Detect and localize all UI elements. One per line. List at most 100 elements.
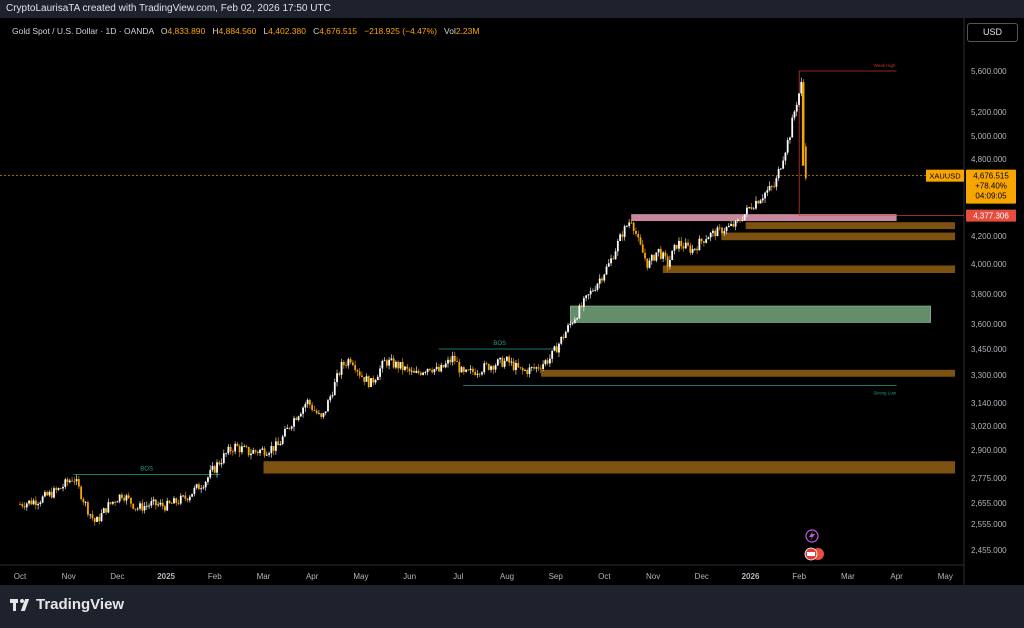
candle-body (143, 506, 146, 511)
candle (657, 248, 660, 257)
x-tick-label: Nov (646, 572, 660, 581)
tradingview-logo[interactable]: TradingView (10, 596, 124, 613)
candle-body (227, 446, 230, 454)
candle (395, 360, 397, 370)
symbol-tag-bg (926, 169, 964, 182)
candle-body (231, 451, 234, 453)
price-chart[interactable]: BOS BOS Strong Low Weak High 2,455.000 2,555… (0, 18, 1024, 585)
candle (66, 477, 69, 486)
candle (252, 447, 255, 454)
candle (782, 156, 785, 170)
candle (528, 363, 531, 378)
candle-body (274, 441, 277, 451)
candle (125, 493, 128, 505)
candle-body (743, 214, 746, 221)
demand-zone-2 (721, 232, 956, 241)
candle-body (41, 496, 44, 503)
candle (293, 415, 295, 432)
x-tick-label: Nov (62, 572, 76, 581)
candle-body (145, 505, 148, 507)
candle-body (748, 207, 751, 208)
candle-body (247, 446, 250, 456)
chart-frame[interactable]: BOS BOS Strong Low Weak High 2,455.000 2,555… (0, 18, 1024, 585)
candle (150, 497, 153, 509)
candle (553, 345, 556, 352)
candle-body (123, 497, 126, 501)
candle (587, 294, 590, 300)
candle (324, 411, 327, 416)
candle (533, 363, 535, 371)
symbol-legend[interactable]: Gold Spot / U.S. Dollar · 1D · OANDA O4,… (12, 26, 479, 36)
lightning-bolt-icon (809, 531, 815, 541)
candle-body (241, 446, 243, 453)
candle (804, 143, 807, 181)
candle-body (625, 225, 628, 227)
candle-body (347, 359, 350, 366)
y-tick-label: 2,455.000 (971, 546, 1007, 555)
candle (91, 510, 94, 521)
candle-body (732, 223, 735, 227)
candle-body (197, 484, 200, 490)
candle (596, 282, 599, 292)
candle (569, 320, 572, 328)
candle (231, 449, 234, 456)
candle-body (648, 260, 651, 268)
candle (404, 365, 406, 372)
candle (385, 358, 388, 368)
candle (696, 246, 699, 255)
vol-value: 2.23M (455, 26, 480, 36)
candle-body (467, 369, 470, 371)
candle-body (270, 446, 273, 454)
candle-body (154, 499, 157, 506)
candle (281, 434, 284, 446)
candle-body (324, 411, 327, 414)
candle-body (209, 469, 212, 478)
candle (612, 255, 615, 260)
candle (485, 361, 488, 366)
candle-body (621, 234, 624, 237)
candle (426, 368, 429, 376)
candle-body (397, 361, 400, 369)
candle (582, 296, 585, 312)
candle (589, 287, 592, 299)
candle (290, 425, 293, 431)
candle-body (252, 450, 255, 454)
candle-body (585, 295, 588, 299)
candle-body (315, 410, 318, 414)
candle-body (469, 368, 472, 371)
candle (329, 394, 332, 403)
candle (718, 223, 721, 231)
candle (256, 450, 259, 456)
candle-body (481, 372, 483, 375)
candle-body (741, 220, 744, 221)
candle-body (757, 200, 760, 204)
candle (499, 357, 501, 364)
candle-body (164, 506, 166, 511)
candle (526, 368, 529, 377)
candle (469, 365, 472, 374)
candle (546, 357, 549, 366)
candle-body (53, 488, 55, 498)
candle-body (229, 446, 232, 452)
candle-body (293, 418, 295, 427)
candle (481, 370, 483, 377)
candle (739, 216, 742, 223)
candle (53, 486, 55, 499)
candle-body (349, 359, 352, 363)
currency-button[interactable]: USD (967, 23, 1018, 42)
candle (376, 374, 379, 381)
candle (621, 230, 624, 241)
candle (166, 497, 169, 512)
candle-body (646, 258, 649, 268)
candle (21, 502, 24, 509)
candle (356, 368, 359, 376)
candle-body (288, 427, 291, 429)
candle-body (705, 239, 708, 243)
candle-body (342, 361, 345, 366)
candle-body (555, 346, 558, 353)
candle-body (666, 256, 669, 267)
candle-body (641, 244, 644, 253)
candle (202, 484, 205, 490)
candle-body (331, 395, 334, 397)
candle (116, 500, 119, 503)
